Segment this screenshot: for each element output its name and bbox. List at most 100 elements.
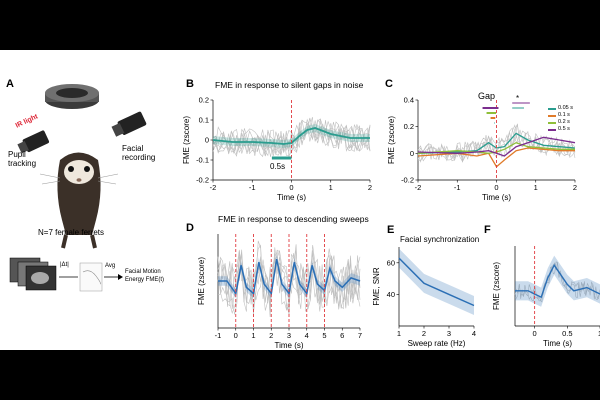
individual-trace (212, 119, 371, 155)
series-line-0.2-s (417, 141, 575, 154)
series-line-mean (218, 258, 361, 296)
video-frames-illustration (9, 257, 123, 292)
x-tick-label: 1 (598, 329, 600, 338)
y-axis-label: FME, SNR (372, 267, 381, 305)
x-tick-label: -1 (454, 183, 461, 192)
y-axis-label: FME (zscore) (182, 116, 191, 164)
legend-entry: 0.1 s (548, 112, 573, 119)
error-band (515, 255, 600, 307)
series-line-0.5-s (417, 136, 576, 157)
speaker-icon (45, 84, 99, 109)
x-tick-label: 3 (287, 331, 291, 340)
panel-d-chart: -1 0 1 2 3 4 5 6 7 Time (s) FME (zscore) (197, 234, 362, 350)
figure-page: A (0, 50, 600, 350)
legend-entry: 0.2 s (548, 119, 573, 126)
panel-label-b: B (186, 78, 194, 90)
legend-swatch (548, 114, 556, 117)
x-tick-label: 1 (251, 331, 255, 340)
y-tick-label: 0.4 (404, 96, 414, 105)
legend-entry: 0.5 s (548, 126, 573, 133)
x-tick-label: 5 (322, 331, 326, 340)
y-tick-label: 40 (387, 290, 395, 299)
ir-camera-icon (17, 130, 50, 154)
x-axis-label: Time (s) (543, 339, 572, 348)
series-line-mean (398, 257, 475, 307)
panel-label-d: D (186, 222, 194, 234)
x-tick-label: -1 (215, 331, 222, 340)
x-tick-label: -1 (249, 183, 256, 192)
camera-icon (111, 111, 147, 137)
gap-label: Gap (478, 91, 496, 101)
panel-b-title: FME in response to silent gaps in noise (215, 80, 364, 90)
x-tick-label: 6 (340, 331, 344, 340)
series-line-mean (515, 263, 600, 299)
y-axis-label: FME (zscore) (387, 116, 396, 164)
pupil-tracking-label: Pupil tracking (8, 150, 37, 168)
panel-label-f: F (484, 224, 491, 236)
x-axis-label: Time (s) (482, 193, 511, 202)
panel-c-legend: 0.05 s 0.1 s 0.2 s 0.5 s (548, 105, 573, 133)
panel-label-c: C (385, 78, 393, 90)
sweeps-title: FME in response to descending sweeps (218, 214, 369, 224)
legend-swatch (548, 128, 556, 131)
x-axis-label: Sweep rate (Hz) (408, 339, 466, 348)
y-tick-label: 0 (410, 149, 414, 158)
legend-label: 0.5 s (558, 126, 570, 132)
legend-swatch (548, 107, 556, 110)
x-tick-label: 2 (422, 329, 426, 338)
y-tick-label: -0.1 (196, 156, 209, 165)
y-tick-label: 0 (205, 136, 209, 145)
y-tick-label: -0.2 (196, 176, 209, 185)
panel-label-e: E (387, 224, 395, 236)
x-tick-label: 0 (533, 329, 537, 338)
facial-recording-label: Facial recording (122, 144, 156, 162)
panel-e-title: Facial synchronization (400, 235, 480, 244)
panel-b-chart: -2 -1 0 1 2 -0.2 -0.1 0 0.1 0.2 Time (s) FME (zscor… (182, 96, 372, 203)
panel-label-a: A (6, 78, 14, 90)
x-tick-label: 2 (368, 183, 372, 192)
x-tick-label: -2 (210, 183, 217, 192)
significance-star: * (516, 94, 520, 103)
y-axis-label: FME (zscore) (197, 257, 206, 305)
x-tick-label: 0 (289, 183, 293, 192)
series-line-mean (212, 127, 370, 145)
legend-swatch (548, 121, 556, 124)
y-tick-label: 0.1 (199, 116, 209, 125)
x-tick-label: -2 (415, 183, 422, 192)
avg-label: Avg (105, 263, 116, 269)
series-line-0.1-s (417, 147, 575, 168)
diff-label: |Δt| (60, 262, 69, 268)
panel-a-illustration (9, 84, 147, 292)
x-tick-label: 1 (397, 329, 401, 338)
scalebar-label: 0.5s (270, 162, 286, 171)
y-axis-label: FME (zscore) (492, 262, 501, 310)
x-tick-label: 4 (472, 329, 476, 338)
legend-label: 0.05 s (558, 105, 573, 111)
y-tick-label: -0.2 (401, 176, 414, 185)
x-tick-label: 0.5 (562, 329, 572, 338)
y-tick-label: 0.2 (199, 96, 209, 105)
x-tick-label: 2 (269, 331, 273, 340)
x-axis-label: Time (s) (274, 341, 303, 350)
panel-e-chart: 1 2 3 4 40 60 Sweep rate (Hz) FME, SNR (372, 247, 476, 348)
x-tick-label: 1 (329, 183, 333, 192)
panel-c-chart: -2 -1 0 1 2 -0.2 0 0.2 0.4 Time (s) FME (zscore) (387, 96, 577, 203)
legend-entry: 0.05 s (548, 105, 573, 112)
x-tick-label: 1 (534, 183, 538, 192)
individual-trace (514, 262, 600, 303)
panel-f-chart: 0 0.5 1 Time (s) FME (zscore) (492, 246, 600, 348)
x-axis-label: Time (s) (277, 193, 306, 202)
x-tick-label: 0 (494, 183, 498, 192)
n-animals-label: N=7 female ferrets (38, 228, 105, 237)
x-tick-label: 4 (305, 331, 309, 340)
y-tick-label: 0.2 (404, 122, 414, 131)
x-tick-label: 0 (234, 331, 238, 340)
legend-label: 0.1 s (558, 112, 570, 118)
y-tick-label: 60 (387, 258, 395, 267)
ferret-illustration (39, 152, 119, 249)
x-tick-label: 3 (447, 329, 451, 338)
x-tick-label: 7 (358, 331, 362, 340)
legend-label: 0.2 s (558, 119, 570, 125)
error-band (399, 248, 474, 315)
x-tick-label: 2 (573, 183, 577, 192)
